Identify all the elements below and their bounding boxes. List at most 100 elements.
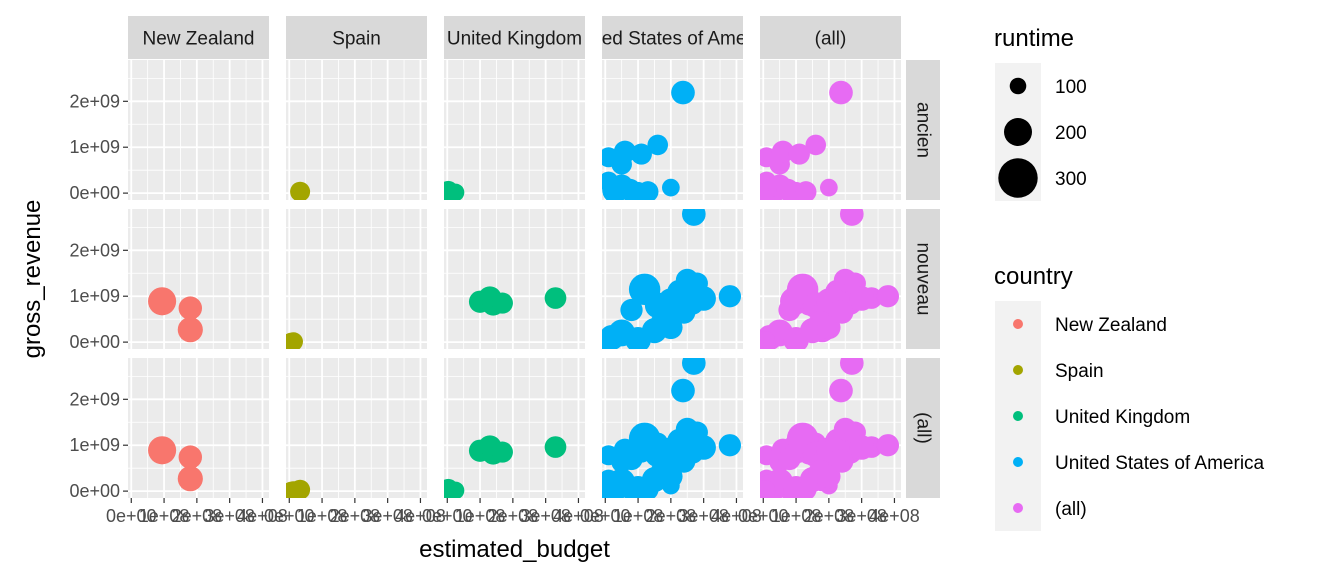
strip-background — [906, 209, 940, 349]
x-tick-label: 0e+00 — [264, 506, 315, 526]
data-point — [659, 315, 683, 340]
row-strip: (all) — [906, 358, 940, 498]
x-tick-label: 1e+08 — [613, 506, 664, 526]
strip-background — [760, 16, 901, 59]
x-axis-title: estimated_budget — [419, 536, 610, 563]
color-legend-label: New Zealand — [1055, 315, 1167, 336]
x-tick-label: 2e+08 — [804, 506, 855, 526]
data-point — [849, 435, 874, 460]
facet-panel — [128, 358, 269, 498]
x-tick-label: 3e+08 — [362, 506, 413, 526]
facet-panel — [128, 209, 269, 349]
x-tick-label: 1e+08 — [297, 506, 348, 526]
data-point — [286, 332, 301, 349]
strip-label: United Kingdom — [447, 29, 582, 50]
strip-background — [444, 16, 585, 59]
facet-panel — [602, 209, 743, 349]
x-tick-label: 0e+00 — [580, 506, 631, 526]
y-tick-label: 1e+09 — [69, 137, 120, 157]
facet-panel — [286, 358, 427, 498]
y-tick-label: 2e+09 — [69, 389, 120, 409]
data-point — [760, 480, 776, 498]
x-tick-label: 1e+08 — [771, 506, 822, 526]
x-tick-label: 1e+08 — [139, 506, 190, 526]
data-point — [659, 464, 683, 489]
facet-panel — [602, 358, 743, 498]
x-tick-label: 4e+08 — [711, 506, 762, 526]
data-point — [820, 178, 838, 197]
facet-panel — [760, 209, 901, 349]
data-point — [491, 292, 513, 314]
data-point — [691, 286, 716, 311]
data-point — [681, 209, 706, 226]
data-point — [839, 358, 864, 375]
data-point — [788, 143, 810, 165]
strip-label: Spain — [332, 29, 381, 50]
data-point — [829, 378, 853, 403]
data-point — [839, 209, 864, 226]
strip-background — [128, 16, 269, 59]
facet-panel — [128, 60, 269, 200]
data-point — [662, 178, 680, 197]
data-point — [544, 287, 567, 309]
data-point — [795, 181, 817, 200]
panel-background — [286, 60, 427, 200]
y-tick-label: 0e+00 — [69, 183, 120, 203]
data-point — [148, 287, 177, 316]
data-point — [620, 447, 643, 471]
data-point — [178, 445, 203, 469]
facet-panel — [602, 60, 743, 200]
data-point — [446, 481, 465, 498]
size-legend-symbol — [1009, 77, 1027, 95]
data-point — [613, 140, 637, 163]
panel-background — [128, 60, 269, 200]
x-tick-label: 4e+08 — [395, 506, 446, 526]
data-point — [177, 466, 203, 492]
column-strip: United States of America — [602, 16, 743, 59]
x-tick-label: 0e+00 — [106, 506, 157, 526]
data-point — [544, 436, 567, 458]
y-axis-title: gross_revenue — [19, 200, 46, 359]
data-point — [177, 317, 203, 343]
data-point — [671, 378, 695, 403]
x-tick-label: 0e+00 — [422, 506, 473, 526]
x-tick-label: 2e+08 — [330, 506, 381, 526]
color-legend-label: United Kingdom — [1055, 407, 1190, 428]
data-point — [637, 181, 659, 200]
panel-background — [286, 358, 427, 498]
size-legend-symbol — [998, 158, 1038, 198]
data-point — [691, 435, 716, 460]
legend: runtime 100 200 300 country New Zealand Spain U… — [994, 25, 1265, 531]
facet-panels — [128, 60, 901, 498]
data-point — [148, 436, 177, 465]
x-tick-label: 2e+08 — [488, 506, 539, 526]
y-tick-label: 2e+09 — [69, 91, 120, 111]
color-legend-label: (all) — [1055, 499, 1087, 520]
row-strip: ancien — [906, 60, 940, 200]
facet-panel — [444, 358, 585, 498]
data-point — [602, 331, 618, 349]
data-point — [830, 300, 854, 324]
axes: 0e+00 1e+09 2e+09 0e+00 1e+09 2e+09 0e+00 1e+09… — [19, 91, 920, 563]
data-point — [672, 449, 696, 473]
data-point — [290, 181, 311, 200]
data-point — [778, 447, 801, 471]
x-tick-label: 2e+08 — [646, 506, 697, 526]
x-tick-label: 3e+08 — [836, 506, 887, 526]
column-strip: Spain — [286, 16, 427, 59]
color-legend-symbol — [1013, 319, 1023, 329]
size-legend-label: 200 — [1055, 123, 1087, 144]
data-point — [876, 285, 900, 308]
panel-background — [444, 358, 585, 498]
panel-background — [444, 60, 585, 200]
facet-panel — [760, 60, 901, 200]
strip-label: (all) — [815, 29, 847, 50]
data-point — [817, 315, 841, 340]
data-point — [446, 183, 465, 200]
panel-background — [444, 209, 585, 349]
color-legend-symbol — [1013, 503, 1023, 513]
data-point — [778, 298, 801, 322]
y-tick-label: 1e+09 — [69, 435, 120, 455]
strip-background — [286, 16, 427, 59]
